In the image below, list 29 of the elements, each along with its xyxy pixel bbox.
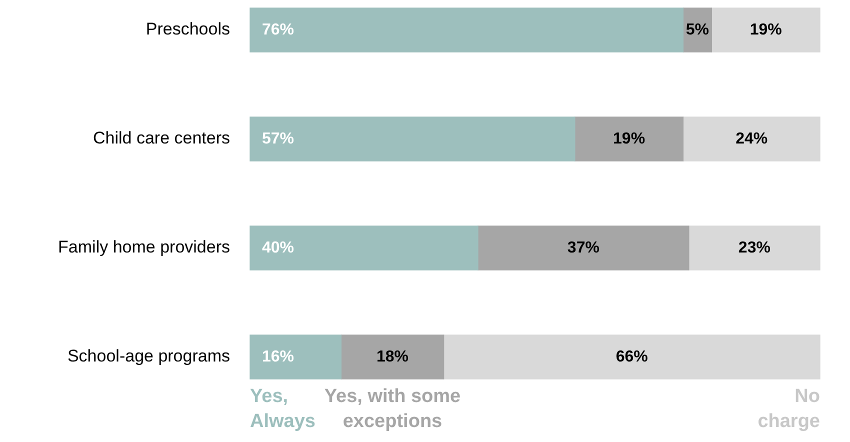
bar — [443, 334, 820, 380]
y-tick-label: Family home providers — [58, 238, 230, 257]
data-label: 76% — [262, 21, 294, 38]
data-label: 19% — [613, 130, 646, 148]
data-label: 40% — [262, 239, 294, 256]
bar — [574, 116, 684, 162]
data-label: 57% — [262, 130, 294, 148]
data-label: 16% — [262, 348, 294, 366]
bar — [340, 334, 444, 380]
bar — [711, 8, 820, 52]
series-label: Yes, with some exceptions — [324, 386, 461, 432]
data-label: 19% — [750, 21, 782, 38]
data-label: 24% — [736, 130, 768, 148]
y-tick-label: Child care centers — [92, 128, 230, 148]
y-tick-label: Preschools — [146, 20, 230, 39]
bar — [250, 226, 478, 270]
data-label: 66% — [616, 348, 648, 366]
bar — [250, 116, 576, 162]
series-label: Yes, Always — [250, 385, 316, 434]
data-label: 37% — [567, 239, 600, 256]
data-label: 5% — [686, 21, 710, 38]
bar — [250, 8, 684, 52]
bar — [478, 226, 690, 270]
data-label: 18% — [376, 348, 409, 366]
bar — [682, 116, 820, 162]
bar — [688, 226, 820, 270]
data-label: 23% — [738, 239, 770, 256]
y-tick-label: School-age programs — [67, 346, 230, 366]
bar — [250, 334, 342, 380]
